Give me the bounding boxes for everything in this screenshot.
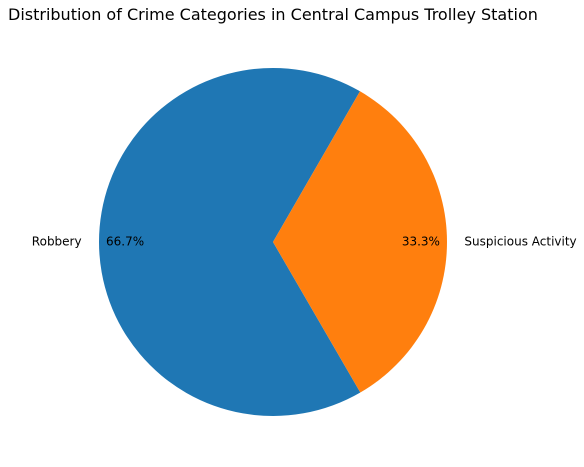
chart-title: Distribution of Crime Categories in Cent… (8, 5, 538, 24)
category-label: Suspicious Activity (464, 234, 576, 248)
pie-slice-suspicious-activity (273, 91, 447, 393)
pie-slice-robbery (99, 67, 361, 416)
percent-label: 33.3% (402, 234, 440, 248)
category-label: Robbery (32, 235, 82, 249)
percent-label: 66.7% (106, 235, 144, 249)
